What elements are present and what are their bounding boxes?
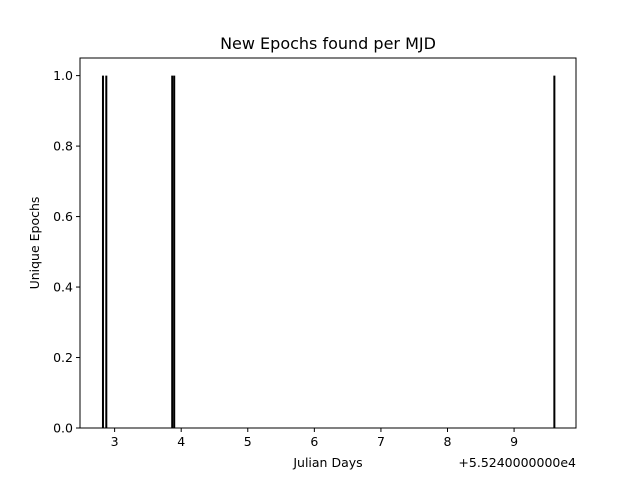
x-tick-label-5: 8	[444, 434, 452, 449]
x-tick-label-3: 6	[310, 434, 318, 449]
bars	[101, 75, 556, 428]
bar-4	[553, 75, 556, 428]
y-tick-label-2: 0.4	[53, 280, 73, 295]
x-tick-label-4: 7	[377, 434, 385, 449]
bar-1	[105, 75, 108, 428]
y-tick-label-3: 0.6	[53, 209, 73, 224]
x-tick-label-0: 3	[111, 434, 119, 449]
y-tick-label-0: 0.0	[53, 421, 73, 436]
y-tick-label-4: 0.8	[53, 139, 73, 154]
plot-frame	[79, 57, 577, 429]
y-axis-ticks: 0.0 0.2 0.4 0.6 0.8 1.0	[53, 68, 80, 436]
bar-0	[101, 75, 104, 428]
bar-2	[171, 75, 174, 428]
y-tick-label-5: 1.0	[53, 68, 73, 83]
x-tick-label-2: 5	[244, 434, 252, 449]
y-axis-label: Unique Epochs	[27, 197, 42, 290]
x-axis-ticks: 3 4 5 6 7 8 9	[111, 428, 518, 449]
chart-title: New Epochs found per MJD	[220, 34, 436, 53]
x-axis-offset-label: +5.5240000000e4	[458, 455, 576, 470]
x-tick-label-6: 9	[510, 434, 518, 449]
bar-3	[173, 75, 176, 428]
y-tick-label-1: 0.2	[53, 350, 73, 365]
x-axis-label: Julian Days	[292, 455, 362, 470]
x-tick-label-1: 4	[177, 434, 185, 449]
